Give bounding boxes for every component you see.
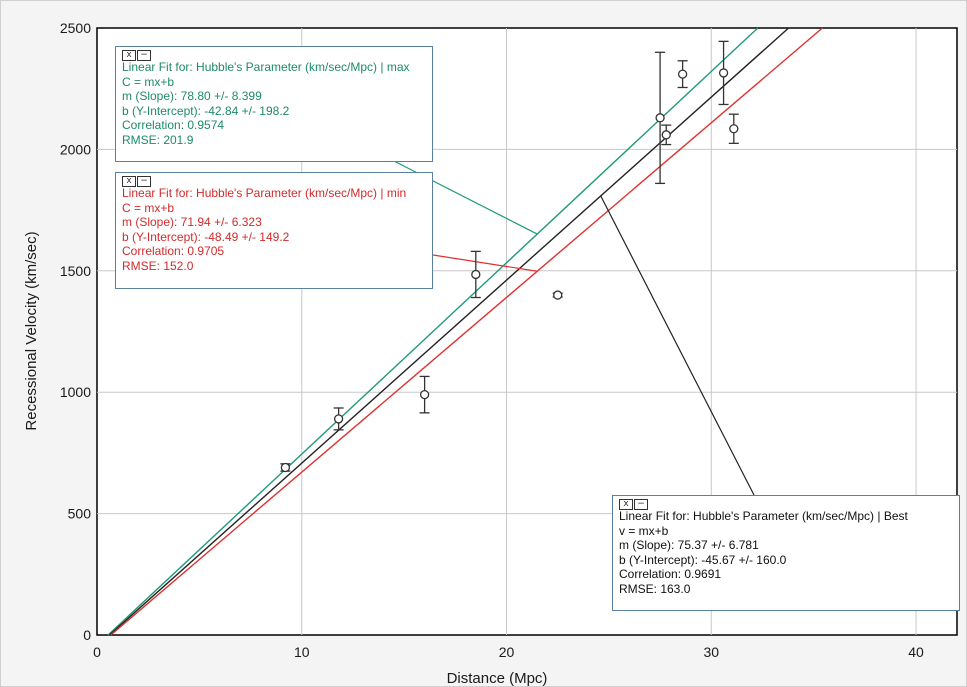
x-tick-label: 10: [294, 644, 310, 660]
fit-intercept: b (Y-Intercept): -48.49 +/- 149.2: [122, 229, 290, 244]
fit-slope: m (Slope): 75.37 +/- 6.781: [619, 538, 759, 552]
close-icon[interactable]: x: [122, 176, 136, 187]
x-tick-label: 40: [908, 644, 924, 660]
fit-line-best: [108, 27, 790, 636]
y-tick-label: 2000: [60, 141, 91, 157]
fit-line-min: [110, 27, 823, 636]
minimize-icon[interactable]: −: [634, 499, 648, 510]
fit-line-max: [107, 27, 759, 636]
connector-min: [432, 254, 538, 272]
fit-box-controls: x −: [122, 175, 151, 187]
data-points: [280, 40, 739, 473]
fit-correlation: Correlation: 0.9705: [122, 244, 225, 258]
fit-title: Linear Fit for: Hubble's Parameter (km/s…: [619, 509, 908, 523]
fit-equation: v = mx+b: [619, 523, 669, 538]
y-axis-label: Recessional Velocity (km/sec): [23, 231, 40, 430]
close-icon[interactable]: x: [619, 499, 633, 510]
y-tick-label: 500: [68, 506, 92, 522]
fit-equation: C = mx+b: [122, 74, 175, 89]
minimize-icon[interactable]: −: [137, 176, 151, 187]
data-point: [718, 40, 729, 106]
fit-box-controls: x −: [619, 498, 648, 510]
fit-lines: [107, 27, 823, 636]
fit-title: Linear Fit for: Hubble's Parameter (km/s…: [122, 60, 410, 74]
point-marker: [471, 269, 481, 280]
point-marker: [655, 113, 665, 123]
fit-intercept: b (Y-Intercept): -45.67 +/- 160.0: [619, 552, 787, 567]
minimize-icon[interactable]: −: [137, 50, 151, 61]
y-tick-labels: 0 500 1000 1500 2000 2500: [60, 20, 91, 643]
fit-box-best[interactable]: x − Linear Fit for: Hubble's Parameter (k…: [612, 495, 960, 611]
connector-best: [600, 195, 755, 496]
fit-equation: C = mx+b: [122, 200, 175, 215]
fit-slope: m (Slope): 71.94 +/- 6.323: [122, 215, 262, 229]
fit-correlation: Correlation: 0.9574: [122, 118, 225, 132]
fit-slope: m (Slope): 78.80 +/- 8.399: [122, 89, 262, 103]
y-tick-label: 1500: [60, 263, 91, 279]
fit-intercept: b (Y-Intercept): -42.84 +/- 198.2: [122, 103, 290, 118]
point-marker: [718, 68, 729, 78]
fit-rmse: RMSE: 152.0: [122, 258, 194, 273]
close-icon[interactable]: x: [122, 50, 136, 61]
data-point: [728, 113, 739, 144]
point-marker: [661, 130, 671, 140]
data-point: [280, 462, 291, 473]
data-point: [419, 375, 430, 414]
data-point: [677, 60, 688, 89]
fit-box-controls: x −: [122, 49, 151, 61]
data-point: [661, 124, 672, 146]
fit-title: Linear Fit for: Hubble's Parameter (km/s…: [122, 186, 407, 200]
fit-box-max[interactable]: x − Linear Fit for: Hubble's Parameter (k…: [115, 46, 433, 162]
x-axis-label: Distance (Mpc): [447, 670, 548, 687]
data-point: [655, 51, 666, 185]
point-marker: [553, 290, 563, 300]
data-point: [333, 407, 344, 431]
x-tick-label: 0: [93, 644, 101, 660]
point-marker: [280, 462, 291, 473]
y-tick-label: 1000: [60, 384, 91, 400]
x-tick-label: 20: [499, 644, 515, 660]
y-tick-label: 0: [83, 627, 91, 643]
fit-correlation: Correlation: 0.9691: [619, 567, 722, 581]
point-marker: [333, 414, 344, 424]
y-tick-label: 2500: [60, 20, 91, 36]
fit-box-min[interactable]: x − Linear Fit for: Hubble's Parameter (k…: [115, 172, 433, 289]
data-point: [552, 290, 563, 300]
point-marker: [677, 69, 688, 79]
fit-rmse: RMSE: 163.0: [619, 581, 691, 596]
point-marker: [419, 389, 430, 400]
x-tick-labels: 0 10 20 30 40: [93, 644, 924, 660]
fit-rmse: RMSE: 201.9: [122, 132, 194, 147]
point-marker: [729, 124, 739, 134]
x-tick-label: 30: [703, 644, 719, 660]
data-point: [470, 250, 481, 299]
